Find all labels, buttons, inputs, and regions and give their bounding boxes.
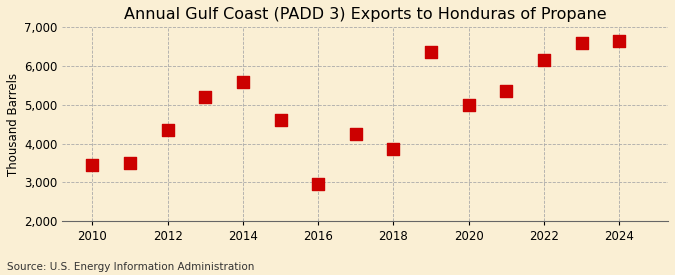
Point xyxy=(162,128,173,132)
Point xyxy=(238,79,248,84)
Point xyxy=(87,163,98,167)
Point xyxy=(388,147,399,152)
Point xyxy=(313,182,323,187)
Point xyxy=(200,95,211,99)
Text: Source: U.S. Energy Information Administration: Source: U.S. Energy Information Administ… xyxy=(7,262,254,272)
Y-axis label: Thousand Barrels: Thousand Barrels xyxy=(7,73,20,176)
Point xyxy=(426,50,437,55)
Title: Annual Gulf Coast (PADD 3) Exports to Honduras of Propane: Annual Gulf Coast (PADD 3) Exports to Ho… xyxy=(124,7,607,22)
Point xyxy=(125,161,136,165)
Point xyxy=(463,103,474,107)
Point xyxy=(576,41,587,45)
Point xyxy=(614,39,624,43)
Point xyxy=(501,89,512,94)
Point xyxy=(275,118,286,123)
Point xyxy=(350,132,361,136)
Point xyxy=(539,58,549,62)
